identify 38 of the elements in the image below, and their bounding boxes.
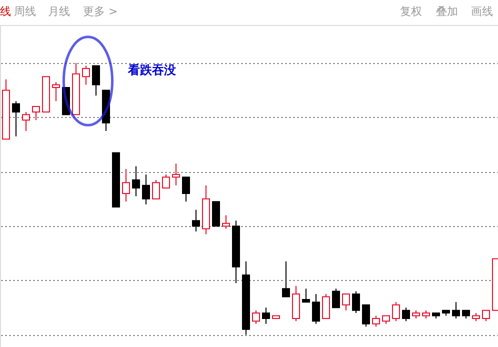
candlestick (252, 310, 260, 324)
candlestick (452, 302, 460, 319)
text: 叠加 (436, 5, 458, 18)
candlestick (332, 288, 340, 308)
text: 线 (0, 5, 11, 18)
candlestick (362, 304, 370, 328)
candlestick (392, 302, 400, 322)
annotation: 看跌吞没 (127, 63, 177, 77)
candlestick (322, 294, 330, 319)
candlestick (172, 163, 180, 186)
candlestick (342, 294, 350, 311)
candlestick (132, 166, 140, 197)
text: 画线 (471, 5, 493, 18)
candlestick (92, 65, 100, 96)
candlestick (192, 209, 200, 232)
text: 复权 (400, 5, 422, 18)
candlestick (162, 174, 170, 189)
candlestick (282, 260, 290, 298)
text: 更多 > (83, 5, 118, 18)
candlestick (262, 307, 270, 324)
candlestick (222, 214, 230, 230)
candlestick (52, 82, 60, 102)
candlestick (152, 179, 160, 200)
candlestick (122, 168, 130, 202)
candlestick (182, 176, 190, 202)
candlestick (142, 174, 150, 205)
candlestick (32, 106, 40, 121)
text: 周线 (14, 5, 36, 18)
candlestick (22, 111, 30, 132)
candlestick (402, 307, 410, 322)
candlestick (12, 100, 20, 137)
candlestick (82, 65, 90, 86)
candlestick (482, 310, 490, 322)
candlestick (372, 315, 380, 328)
candlestick (302, 288, 310, 303)
candlestick (312, 294, 320, 324)
candlestick (352, 290, 360, 314)
text: 月线 (48, 5, 70, 18)
